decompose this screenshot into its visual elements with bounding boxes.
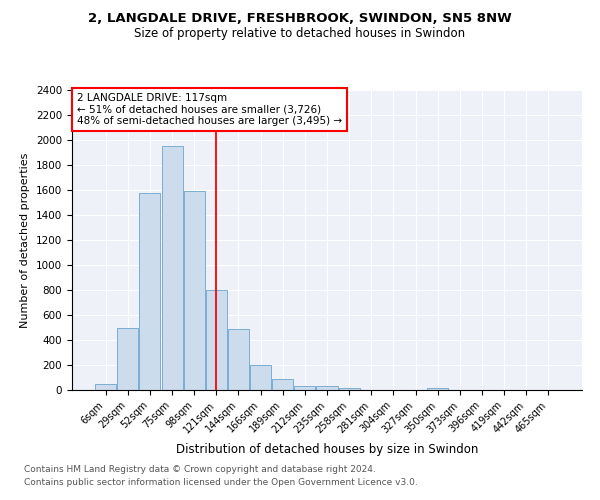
Bar	[272, 379, 293, 390]
Bar	[250, 365, 271, 390]
Text: Contains public sector information licensed under the Open Government Licence v3: Contains public sector information licen…	[24, 478, 418, 487]
Bar	[295, 386, 316, 390]
Y-axis label: Number of detached properties: Number of detached properties	[20, 152, 31, 328]
Bar	[427, 388, 448, 390]
Bar	[139, 192, 160, 390]
Bar	[118, 328, 139, 390]
Text: 2, LANGDALE DRIVE, FRESHBROOK, SWINDON, SN5 8NW: 2, LANGDALE DRIVE, FRESHBROOK, SWINDON, …	[88, 12, 512, 26]
Text: 2 LANGDALE DRIVE: 117sqm
← 51% of detached houses are smaller (3,726)
48% of sem: 2 LANGDALE DRIVE: 117sqm ← 51% of detach…	[77, 93, 342, 126]
Bar	[161, 146, 182, 390]
Bar	[228, 329, 249, 390]
X-axis label: Distribution of detached houses by size in Swindon: Distribution of detached houses by size …	[176, 443, 478, 456]
Bar	[206, 290, 227, 390]
Bar	[316, 386, 338, 390]
Text: Size of property relative to detached houses in Swindon: Size of property relative to detached ho…	[134, 28, 466, 40]
Text: Contains HM Land Registry data © Crown copyright and database right 2024.: Contains HM Land Registry data © Crown c…	[24, 466, 376, 474]
Bar	[338, 388, 359, 390]
Bar	[184, 191, 205, 390]
Bar	[95, 384, 116, 390]
